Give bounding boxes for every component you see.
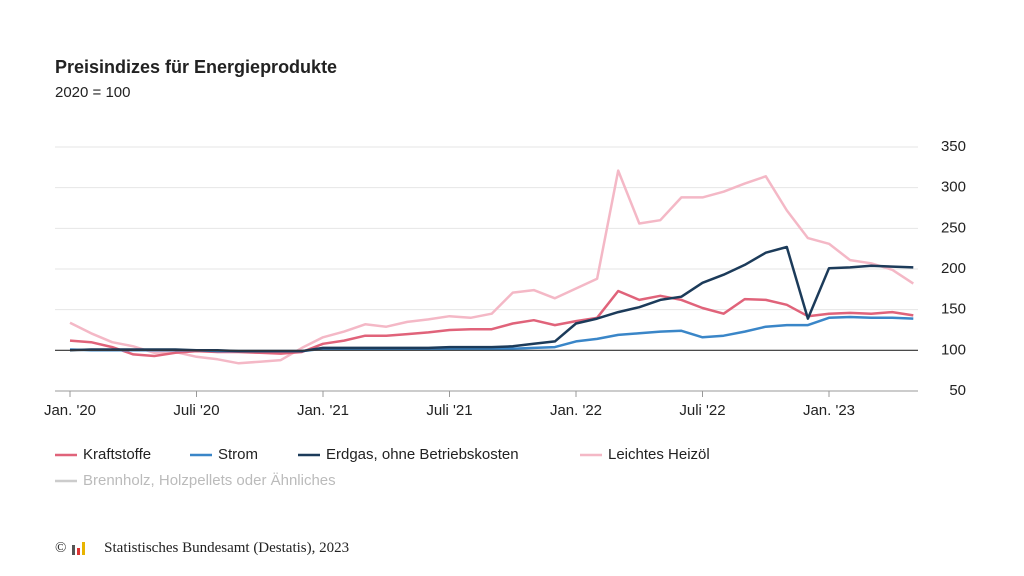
legend-label: Brennholz, Holzpellets oder Ähnliches — [83, 472, 336, 489]
x-tick-label: Jan. '20 — [44, 402, 96, 419]
y-tick-label: 150 — [941, 301, 966, 318]
chart-title: Preisindizes für Energieprodukte — [55, 57, 337, 77]
source-text: Statistisches Bundesamt (Destatis), 2023 — [100, 540, 349, 556]
x-tick-label: Juli '21 — [426, 402, 472, 419]
x-tick-label: Juli '20 — [173, 402, 219, 419]
y-tick-label: 100 — [941, 341, 966, 358]
x-tick-label: Juli '22 — [679, 402, 725, 419]
series-line — [69, 169, 914, 365]
x-tick-label: Jan. '22 — [550, 402, 602, 419]
legend-label: Kraftstoffe — [83, 446, 151, 463]
x-tick-label: Jan. '23 — [803, 402, 855, 419]
legend-label: Strom — [218, 446, 258, 463]
series-line — [69, 245, 914, 353]
legend-label: Erdgas, ohne Betriebskosten — [326, 446, 519, 463]
chart-subtitle: 2020 = 100 — [55, 84, 131, 101]
x-tick-label: Jan. '21 — [297, 402, 349, 419]
legend-label: Leichtes Heizöl — [608, 446, 710, 463]
y-tick-label: 250 — [941, 219, 966, 236]
source-symbol: © — [55, 540, 66, 556]
y-tick-label: 50 — [949, 382, 966, 399]
y-tick-label: 200 — [941, 260, 966, 277]
source: © Statistisches Bundesamt (Destatis), 20… — [55, 540, 349, 556]
source-logo — [72, 542, 85, 555]
y-tick-label: 350 — [941, 138, 966, 155]
y-tick-label: 300 — [941, 179, 966, 196]
